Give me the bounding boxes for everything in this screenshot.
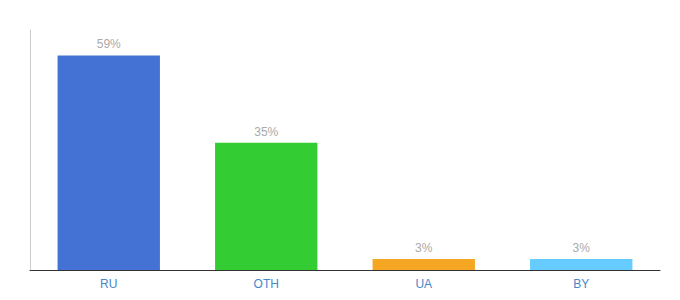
svg-text:OTH: OTH <box>254 277 279 291</box>
svg-text:UA: UA <box>415 277 432 291</box>
svg-text:59%: 59% <box>97 37 121 51</box>
svg-text:3%: 3% <box>415 241 433 255</box>
svg-text:35%: 35% <box>254 125 278 139</box>
svg-text:RU: RU <box>100 277 117 291</box>
svg-text:3%: 3% <box>573 241 591 255</box>
svg-text:BY: BY <box>573 277 589 291</box>
